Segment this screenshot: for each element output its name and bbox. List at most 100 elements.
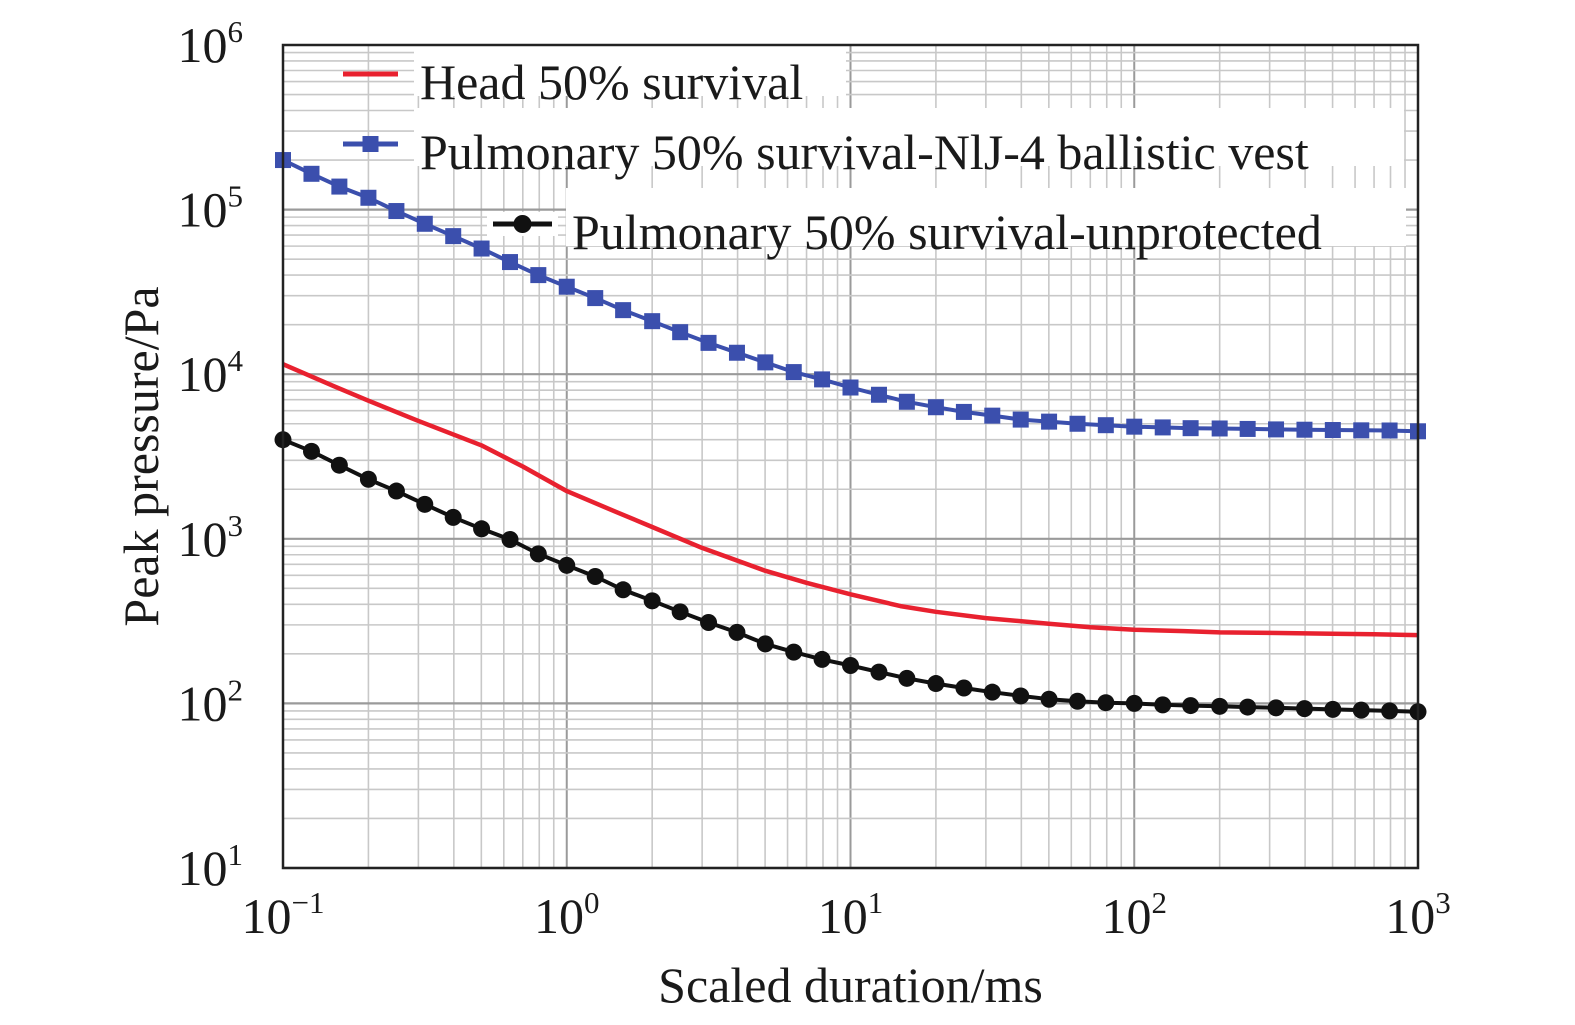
data-point-square [814, 371, 831, 388]
legend-background [414, 38, 846, 96]
data-point-circle [529, 545, 547, 563]
y-tick-label: 106 [178, 14, 244, 73]
data-point-circle [1125, 694, 1143, 712]
data-point-circle [1239, 698, 1257, 716]
data-point-circle [671, 603, 689, 621]
data-point-circle [473, 520, 491, 538]
data-point-circle [983, 683, 1001, 701]
legend-background [566, 188, 1406, 246]
legend-swatch-marker [513, 215, 532, 233]
data-point-square [700, 334, 717, 351]
data-point-square [1154, 419, 1171, 436]
data-point-square [1097, 417, 1114, 434]
data-point-circle [1012, 687, 1030, 705]
data-point-square [984, 407, 1001, 424]
x-axis-title: Scaled duration/ms [658, 957, 1043, 1013]
data-point-circle [1267, 699, 1285, 717]
x-tick-label: 100 [534, 885, 600, 944]
data-point-square [530, 267, 547, 284]
y-tick-label: 105 [178, 179, 244, 238]
y-tick-label: 101 [178, 837, 244, 896]
legend: Head 50% survival Pulmonary 50% survival-… [343, 38, 1406, 260]
data-point-square [672, 324, 689, 341]
data-point-square [1268, 421, 1285, 438]
data-point-circle [1324, 700, 1342, 718]
data-point-square [360, 189, 377, 206]
data-point-circle [728, 623, 746, 641]
data-point-circle [1097, 694, 1115, 712]
plot-frame [281, 43, 1420, 870]
data-point-circle [842, 656, 859, 674]
data-point-square [1324, 422, 1341, 439]
data-point-circle [359, 470, 377, 488]
data-point-square [331, 178, 348, 195]
series-layer [274, 152, 1427, 721]
data-point-square [1239, 420, 1256, 437]
x-tick-label: 101 [818, 885, 884, 944]
data-point-circle [302, 442, 320, 460]
data-point-square [615, 302, 632, 319]
data-point-square [445, 228, 462, 245]
data-point-square [785, 364, 802, 381]
data-point-circle [870, 663, 888, 681]
data-point-circle [558, 556, 576, 574]
data-point-square [1182, 420, 1199, 437]
data-point-circle [1295, 700, 1313, 718]
x-tick-label: 102 [1102, 885, 1168, 944]
data-point-circle [1211, 697, 1229, 715]
data-point-square [898, 393, 915, 410]
y-tick-label: 102 [178, 672, 244, 731]
data-point-square [502, 254, 519, 271]
data-point-circle [614, 581, 632, 599]
data-point-square [870, 386, 887, 403]
y-tick-label: 104 [178, 343, 244, 402]
data-point-square [558, 278, 575, 295]
series-1 [282, 362, 1419, 638]
data-point-circle [501, 531, 519, 549]
legend-label: Head 50% survival [420, 54, 803, 110]
data-point-circle [387, 482, 405, 500]
x-tick-label: 103 [1385, 885, 1451, 944]
data-point-square [1012, 411, 1029, 428]
data-point-square [955, 403, 972, 420]
data-point-square [1041, 413, 1058, 430]
legend-label: Pulmonary 50% survival-unprotected [572, 204, 1322, 260]
data-point-circle [330, 456, 348, 474]
data-point-square [1353, 422, 1370, 439]
data-point-square [587, 290, 604, 307]
x-tick-labels: 10−1 100 101 102 103 [242, 885, 1451, 944]
data-point-square [303, 165, 320, 182]
data-point-circle [813, 650, 831, 668]
data-point-square [1069, 415, 1086, 432]
legend-background [414, 108, 1404, 166]
data-point-circle [1182, 697, 1200, 715]
data-point-square [757, 354, 774, 371]
data-point-circle [1069, 692, 1087, 710]
data-point-circle [643, 592, 661, 610]
data-point-square [473, 240, 490, 257]
legend-swatch-marker [362, 136, 379, 152]
data-point-circle [756, 635, 774, 653]
data-point-square [1211, 420, 1228, 437]
data-point-square [1126, 418, 1143, 435]
y-tick-labels: 101 102 103 104 105 106 [178, 14, 244, 896]
data-point-square [644, 313, 661, 330]
data-point-circle [898, 669, 916, 687]
data-point-circle [700, 614, 718, 632]
data-point-circle [955, 679, 973, 697]
data-point-circle [1040, 690, 1058, 708]
data-point-square [842, 379, 859, 396]
series-2 [275, 152, 1426, 440]
data-point-circle [927, 675, 945, 693]
data-point-circle [785, 643, 803, 661]
series-3 [274, 431, 1427, 721]
data-point-circle [1352, 701, 1370, 719]
data-point-circle [416, 495, 434, 513]
x-tick-label: 10−1 [242, 885, 325, 944]
y-tick-label: 103 [178, 508, 244, 567]
data-point-square [1296, 421, 1313, 438]
data-point-square [728, 344, 745, 361]
data-point-circle [1154, 696, 1172, 714]
data-point-circle [1381, 702, 1399, 720]
